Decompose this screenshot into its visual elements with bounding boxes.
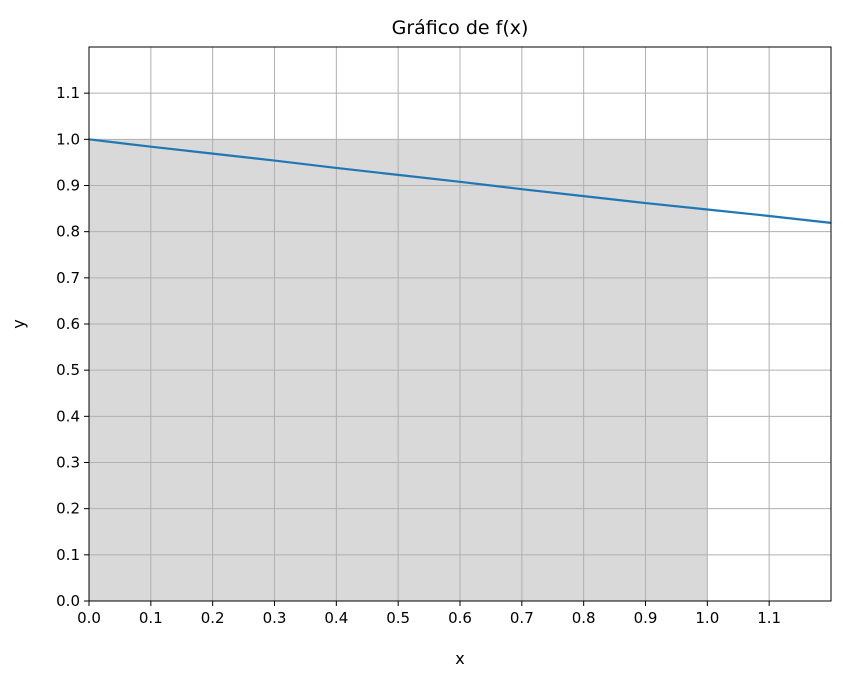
y-tick-label: 0.0 bbox=[56, 592, 80, 610]
y-tick-label: 0.3 bbox=[56, 454, 80, 472]
x-tick-label: 0.0 bbox=[77, 609, 101, 627]
y-tick-label: 0.2 bbox=[56, 500, 80, 518]
y-tick-label: 0.4 bbox=[56, 407, 80, 425]
x-tick-label: 0.2 bbox=[201, 609, 225, 627]
y-tick-label: 1.1 bbox=[56, 84, 80, 102]
plot-frame bbox=[88, 46, 832, 602]
x-tick-label: 1.1 bbox=[757, 609, 781, 627]
x-tick-label: 0.6 bbox=[448, 609, 472, 627]
x-tick-label: 0.5 bbox=[386, 609, 410, 627]
plot-area: 0.0 0.1 0.2 0.3 0.4 0.5 0.6 0.7 0.8 0.9 1.0 1.1 0.0 0… bbox=[56, 46, 832, 627]
y-tick-label: 1.0 bbox=[56, 130, 80, 148]
y-tick-label: 0.9 bbox=[56, 177, 80, 195]
y-axis-label: y bbox=[9, 319, 28, 328]
series-line-0 bbox=[88, 138, 832, 224]
x-tick-label: 0.4 bbox=[324, 609, 348, 627]
y-tick-label: 0.5 bbox=[56, 361, 80, 379]
y-tick-label: 0.1 bbox=[56, 546, 80, 564]
y-tick-label: 0.8 bbox=[56, 223, 80, 241]
y-tick-label: 0.7 bbox=[56, 269, 80, 287]
x-axis-label: x bbox=[455, 649, 464, 668]
x-tick-label: 0.9 bbox=[634, 609, 658, 627]
y-tick-label: 0.6 bbox=[56, 315, 80, 333]
chart-title: Gráfico de f(x) bbox=[392, 17, 529, 39]
x-tick-label: 0.8 bbox=[572, 609, 596, 627]
x-tick-label: 0.1 bbox=[139, 609, 163, 627]
x-tick-label: 1.0 bbox=[695, 609, 719, 627]
x-tick-label: 0.3 bbox=[263, 609, 287, 627]
x-tick-label: 0.7 bbox=[510, 609, 534, 627]
